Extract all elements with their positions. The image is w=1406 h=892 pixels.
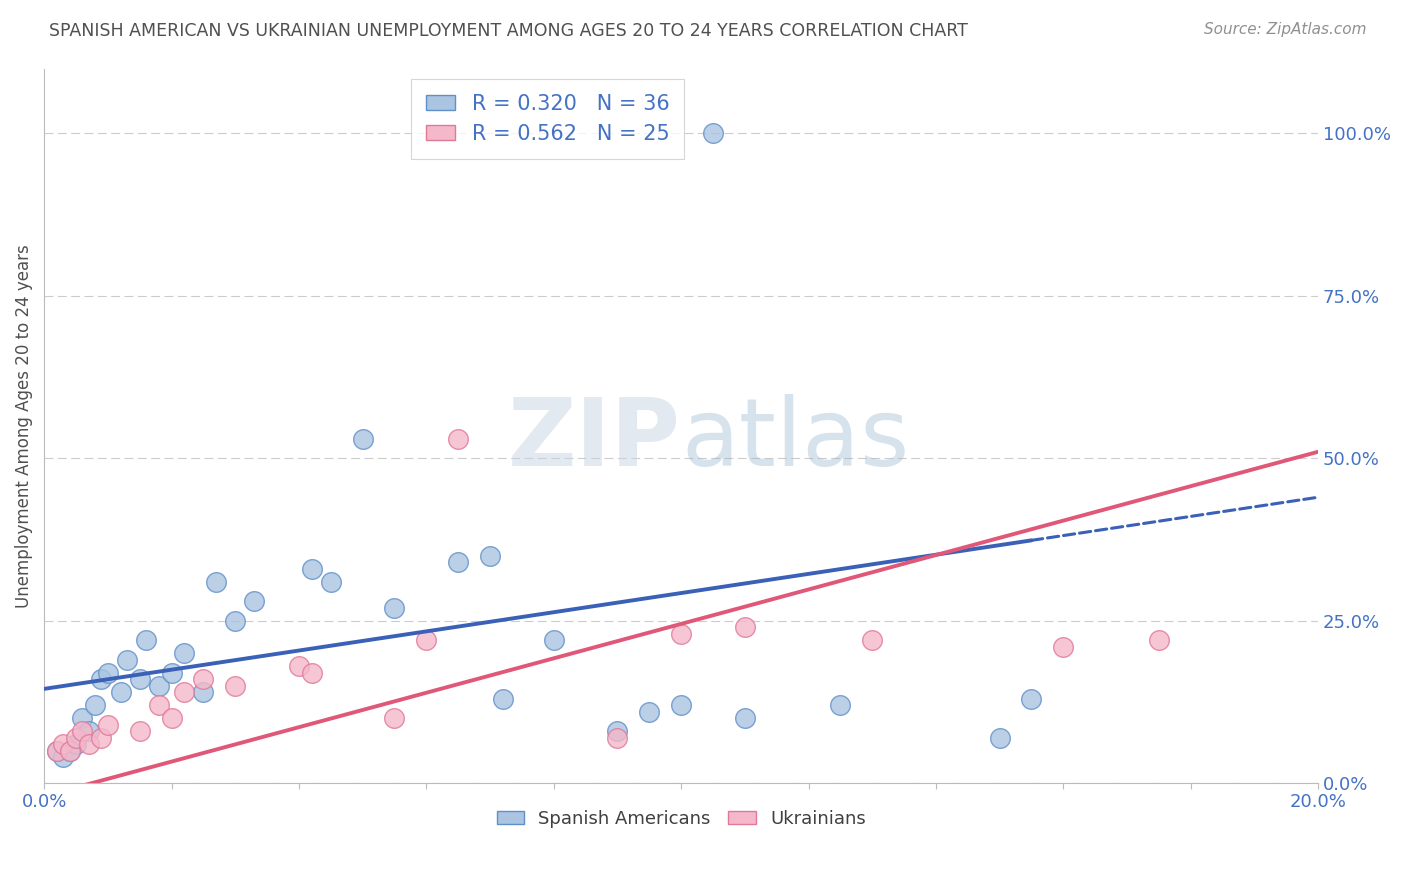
Point	[72, 724, 94, 739]
Point	[669, 698, 692, 712]
Point	[301, 562, 323, 576]
Point	[45, 743, 67, 757]
Point	[110, 685, 132, 699]
Y-axis label: Unemployment Among Ages 20 to 24 years: Unemployment Among Ages 20 to 24 years	[15, 244, 32, 607]
Point	[1147, 633, 1170, 648]
Point	[319, 574, 342, 589]
Legend: Spanish Americans, Ukrainians: Spanish Americans, Ukrainians	[489, 802, 873, 835]
Point	[352, 432, 374, 446]
Point	[97, 717, 120, 731]
Point	[301, 665, 323, 680]
Point	[734, 711, 756, 725]
Point	[702, 127, 724, 141]
Point	[1021, 691, 1043, 706]
Point	[479, 549, 502, 563]
Point	[115, 652, 138, 666]
Point	[205, 574, 228, 589]
Point	[173, 646, 195, 660]
Point	[669, 626, 692, 640]
Point	[415, 633, 437, 648]
Point	[384, 600, 406, 615]
Text: Source: ZipAtlas.com: Source: ZipAtlas.com	[1204, 22, 1367, 37]
Point	[492, 691, 515, 706]
Point	[58, 743, 80, 757]
Point	[65, 737, 87, 751]
Point	[77, 737, 100, 751]
Point	[734, 620, 756, 634]
Point	[52, 750, 75, 764]
Point	[173, 685, 195, 699]
Point	[128, 724, 150, 739]
Point	[224, 679, 246, 693]
Point	[606, 731, 628, 745]
Point	[830, 698, 852, 712]
Point	[447, 555, 470, 569]
Point	[148, 679, 170, 693]
Point	[860, 633, 883, 648]
Point	[45, 743, 67, 757]
Point	[288, 659, 311, 673]
Point	[90, 731, 112, 745]
Point	[84, 698, 107, 712]
Point	[160, 665, 183, 680]
Point	[638, 705, 661, 719]
Point	[90, 672, 112, 686]
Point	[77, 724, 100, 739]
Point	[243, 594, 266, 608]
Text: ZIP: ZIP	[508, 394, 681, 486]
Point	[52, 737, 75, 751]
Point	[384, 711, 406, 725]
Point	[988, 731, 1011, 745]
Point	[135, 633, 157, 648]
Point	[160, 711, 183, 725]
Point	[224, 614, 246, 628]
Text: atlas: atlas	[681, 394, 910, 486]
Point	[72, 711, 94, 725]
Point	[543, 633, 565, 648]
Point	[65, 731, 87, 745]
Text: SPANISH AMERICAN VS UKRAINIAN UNEMPLOYMENT AMONG AGES 20 TO 24 YEARS CORRELATION: SPANISH AMERICAN VS UKRAINIAN UNEMPLOYME…	[49, 22, 969, 40]
Point	[58, 743, 80, 757]
Point	[128, 672, 150, 686]
Point	[606, 724, 628, 739]
Point	[193, 685, 215, 699]
Point	[447, 432, 470, 446]
Point	[193, 672, 215, 686]
Point	[97, 665, 120, 680]
Point	[1052, 640, 1074, 654]
Point	[148, 698, 170, 712]
